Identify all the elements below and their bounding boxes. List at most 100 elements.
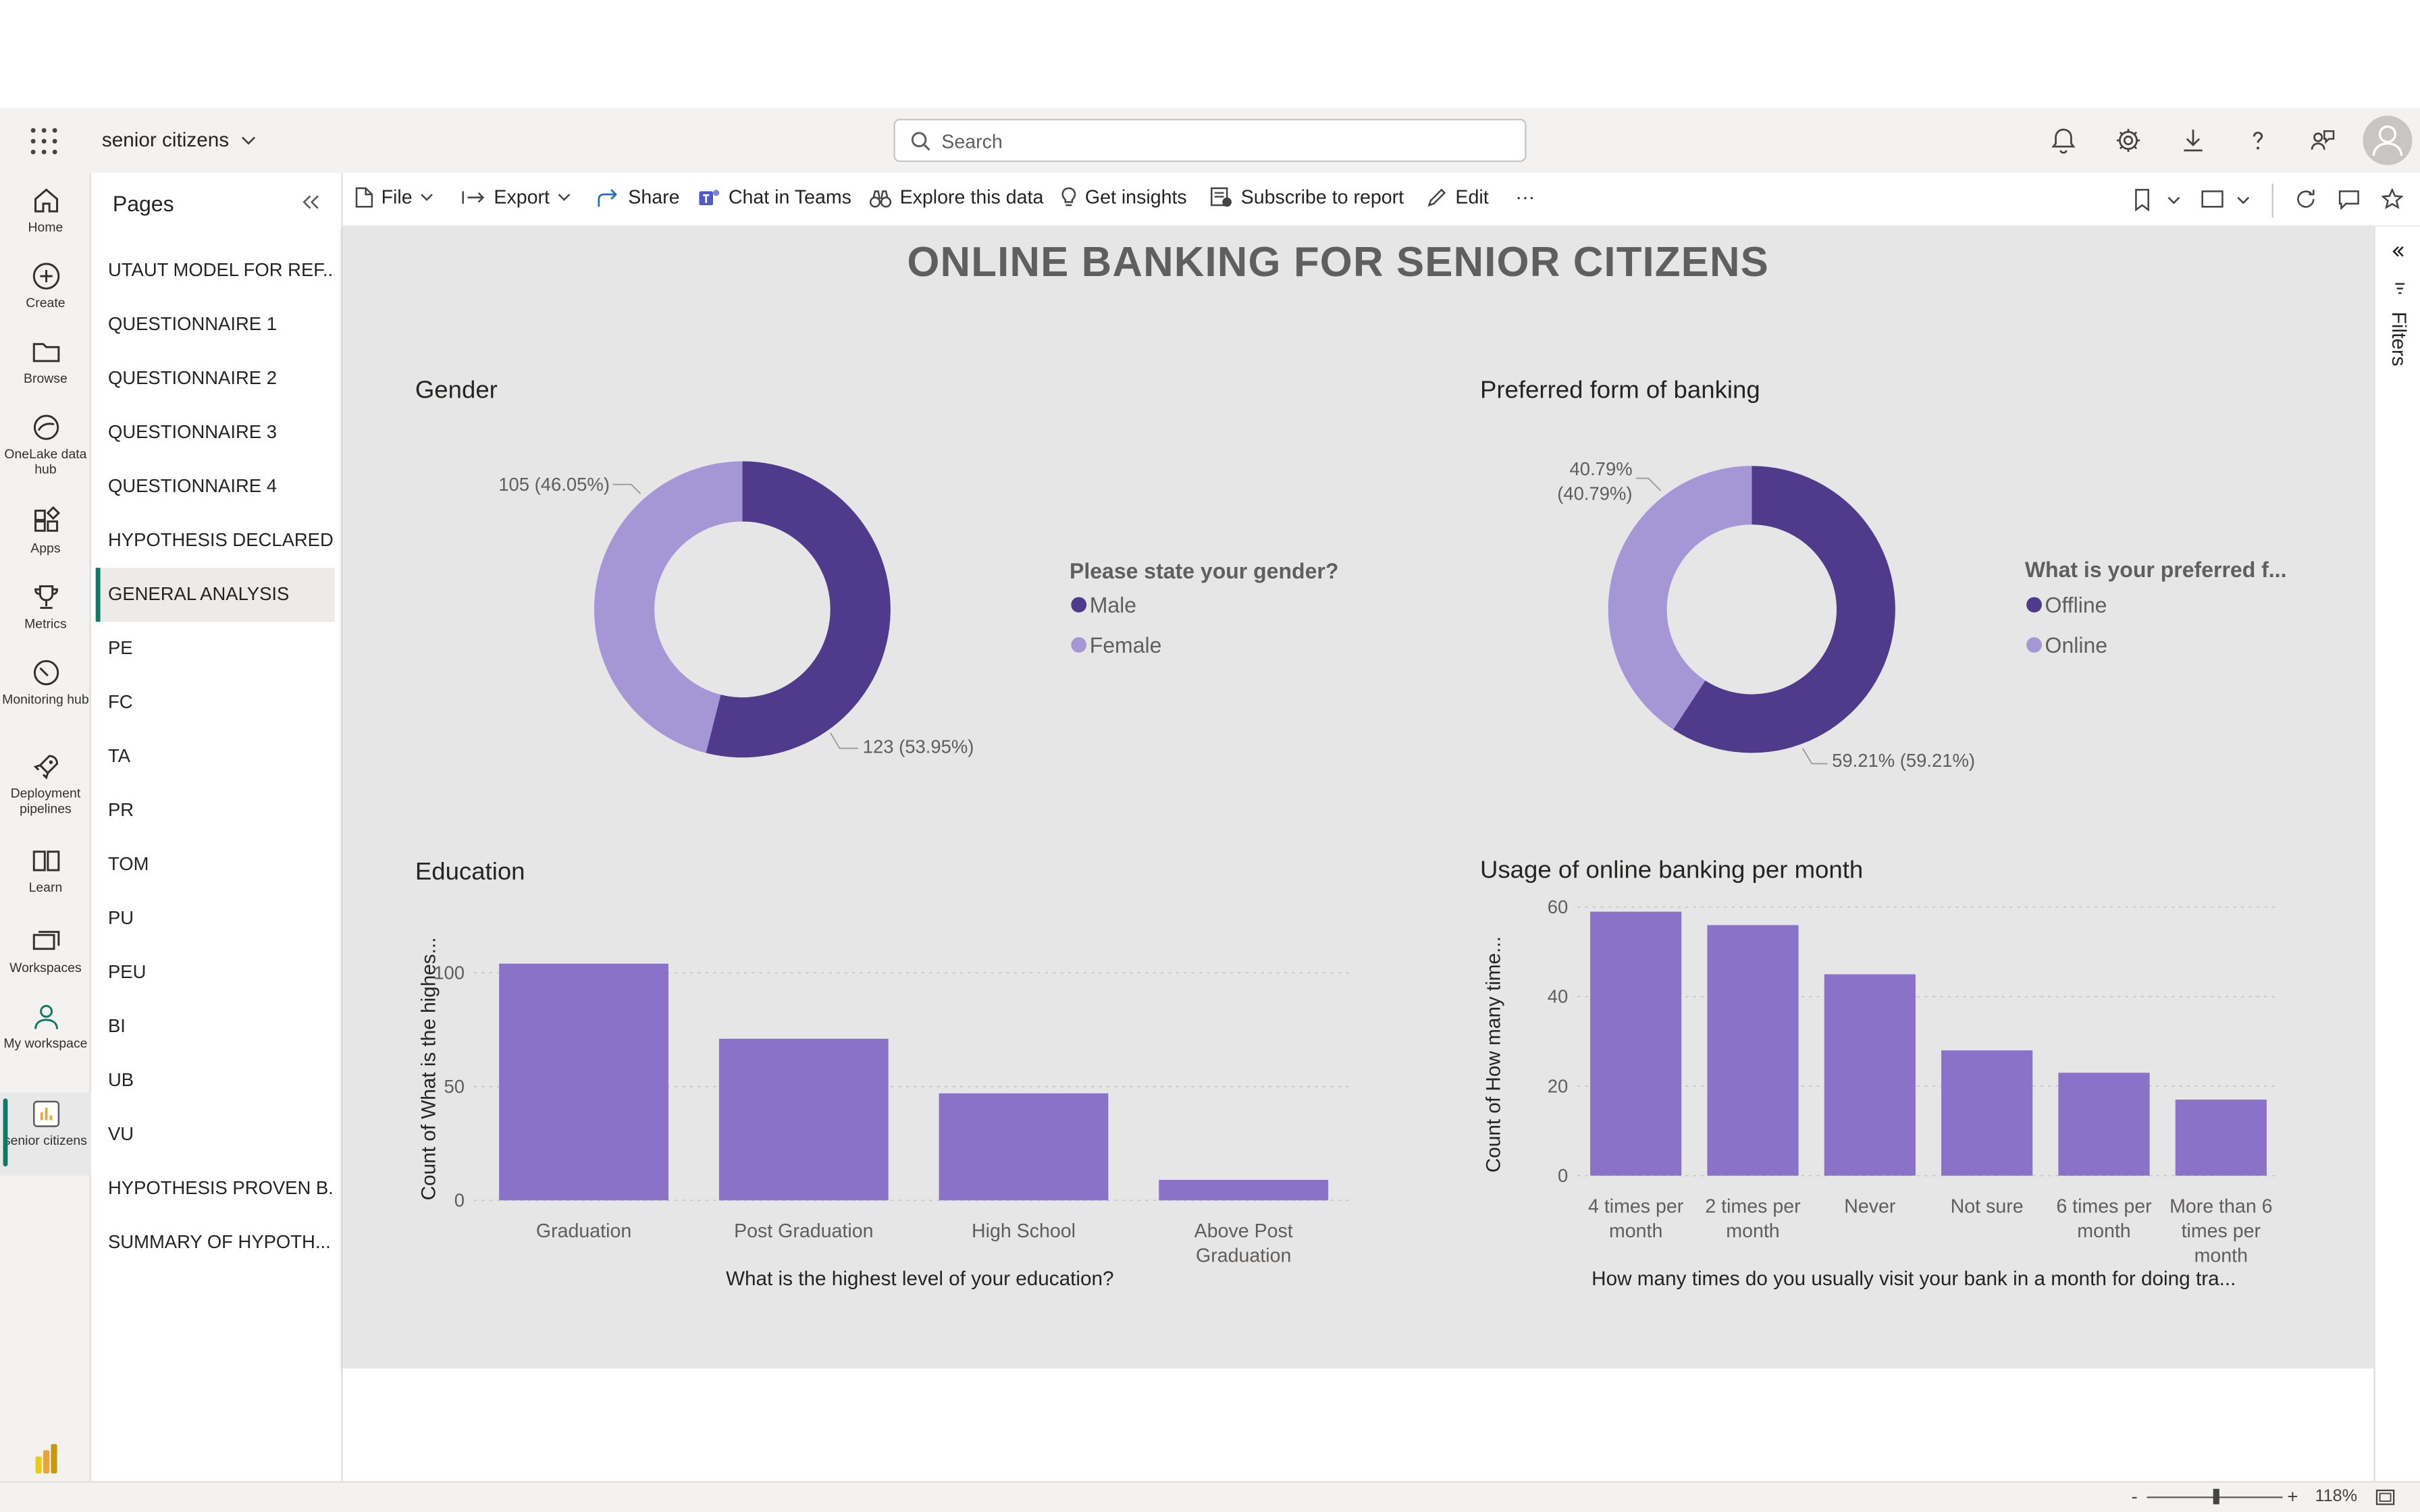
nav-browse[interactable]: Browse [0,336,91,387]
lightbulb-icon [1061,187,1076,207]
legend-item-male[interactable]: Male [1071,593,1136,617]
usage-x-axis-title: How many times do you usually visit your… [1592,1268,2236,1290]
bar[interactable] [499,963,668,1201]
refresh-icon[interactable] [2295,188,2317,210]
page-item[interactable]: QUESTIONNAIRE 4 [107,475,277,497]
page-item[interactable]: QUESTIONNAIRE 3 [107,421,277,443]
browse-icon [32,343,59,362]
feedback-icon[interactable] [2309,126,2336,154]
nav-metrics[interactable]: Metrics [0,582,91,632]
search-input[interactable]: Search [893,118,1527,162]
page-item[interactable]: BI [107,1015,126,1037]
bar[interactable] [1159,1179,1329,1201]
nav-monitoring-hub[interactable]: Monitoring hub [0,657,91,708]
page-item[interactable]: TOM [107,853,149,875]
collapse-pages-button[interactable] [302,191,319,214]
zoom-in-button[interactable]: + [2287,1486,2298,1508]
export-menu[interactable]: Export [461,187,571,209]
settings-gear-icon[interactable] [2114,126,2142,154]
education-bar-chart[interactable]: 0 50 100 Graduation Post Graduation High Scho… [433,962,1354,1267]
view-icon[interactable] [2201,190,2224,208]
nav-learn[interactable]: Learn [0,846,91,896]
zoom-level[interactable]: 118% [2315,1487,2358,1506]
donut-slice-online[interactable] [1608,466,1752,730]
learn-icon [32,850,59,871]
page-item[interactable]: VU [107,1123,134,1145]
page-item[interactable]: UB [107,1069,134,1091]
donut-slice-offline[interactable] [1673,466,1895,753]
teams-icon [699,190,720,205]
page-item[interactable]: PR [107,799,134,821]
page-item[interactable]: PU [107,907,134,929]
account-avatar[interactable] [2363,115,2413,165]
page-item[interactable]: HYPOTHESIS DECLARED... [107,529,335,551]
page-item[interactable]: TA [107,745,131,767]
zoom-slider-thumb[interactable] [2213,1488,2219,1505]
app-launcher-icon[interactable] [28,126,61,155]
page-item[interactable]: HYPOTHESIS PROVEN B... [107,1177,335,1199]
banking-chart-title[interactable]: Preferred form of banking [1479,377,1760,404]
fit-to-page-icon[interactable] [2375,1489,2396,1506]
legend-item-female[interactable]: Female [1071,632,1161,657]
nav-my-workspace[interactable]: My workspace [0,1001,91,1052]
page-item-active[interactable]: GENERAL ANALYSIS [95,568,335,622]
share-button[interactable]: Share [598,187,680,209]
download-icon[interactable] [2179,126,2207,154]
donut-slice-female[interactable] [594,461,743,753]
y-tick-label: 50 [444,1076,465,1097]
bar[interactable] [1824,974,1916,1176]
legend-dot [1071,637,1087,653]
bar[interactable] [718,1038,889,1201]
education-chart-title[interactable]: Education [415,859,525,886]
app-header: senior citizens Search [0,107,2420,173]
filters-pane-collapsed[interactable]: Filters [2373,226,2420,1482]
banking-donut[interactable] [1608,466,1895,753]
zoom-out-button[interactable]: - [2131,1486,2138,1508]
bookmark-icon[interactable] [2133,188,2151,212]
page-item[interactable]: FC [107,691,133,713]
donut-slice-male[interactable] [706,461,891,758]
page-item[interactable]: PEU [107,961,147,983]
legend-item-offline[interactable]: Offline [2026,593,2107,617]
bar[interactable] [2058,1073,2150,1176]
bar[interactable] [1941,1050,2033,1176]
favorite-star-icon[interactable] [2381,188,2403,210]
help-icon[interactable] [2244,126,2271,154]
bar[interactable] [939,1093,1109,1201]
nav-workspaces[interactable]: Workspaces [0,925,91,976]
bar[interactable] [2175,1100,2267,1176]
file-menu[interactable]: File [355,187,434,209]
nav-create[interactable]: Create [0,261,91,311]
page-item[interactable]: PE [107,637,133,659]
notifications-icon[interactable] [2049,126,2077,154]
bar[interactable] [1707,925,1799,1176]
nav-onelake-data-hub[interactable]: OneLake data hub [0,412,91,477]
legend-item-online[interactable]: Online [2026,632,2107,657]
page-item[interactable]: UTAUT MODEL FOR REF... [107,259,335,281]
chat-in-teams-button[interactable]: Chat in Teams [698,187,851,209]
canvas-below-area [342,1368,2374,1482]
nav-deployment-pipelines[interactable]: Deployment pipelines [0,751,91,817]
more-options-button[interactable]: ··· [1516,187,1535,209]
gender-donut[interactable] [594,461,891,758]
x-tick-label: More than 6 [2169,1196,2272,1218]
bar[interactable] [1590,911,1682,1176]
usage-chart-title[interactable]: Usage of online banking per month [1479,857,1864,884]
nav-apps[interactable]: Apps [0,506,91,557]
nav-home[interactable]: Home [0,185,91,236]
page-item[interactable]: SUMMARY OF HYPOTH... [107,1231,331,1253]
chevron-down-icon[interactable] [2167,196,2181,205]
get-insights-button[interactable]: Get insights [1060,187,1187,209]
page-item[interactable]: QUESTIONNAIRE 2 [107,367,277,389]
edit-button[interactable]: Edit [1426,187,1489,209]
page-item[interactable]: QUESTIONNAIRE 1 [107,313,277,335]
chevron-down-icon[interactable] [2236,196,2251,205]
gender-chart-title[interactable]: Gender [415,377,498,404]
workspace-title-dropdown[interactable]: senior citizens [102,128,257,151]
comment-icon[interactable] [2338,188,2360,210]
expand-chevron-icon[interactable] [2392,245,2404,257]
explore-data-button[interactable]: Explore this data [869,187,1043,209]
subscribe-button[interactable]: Subscribe to report [1210,187,1404,209]
nav-senior-citizens-report[interactable]: senior citizens [0,1092,91,1176]
